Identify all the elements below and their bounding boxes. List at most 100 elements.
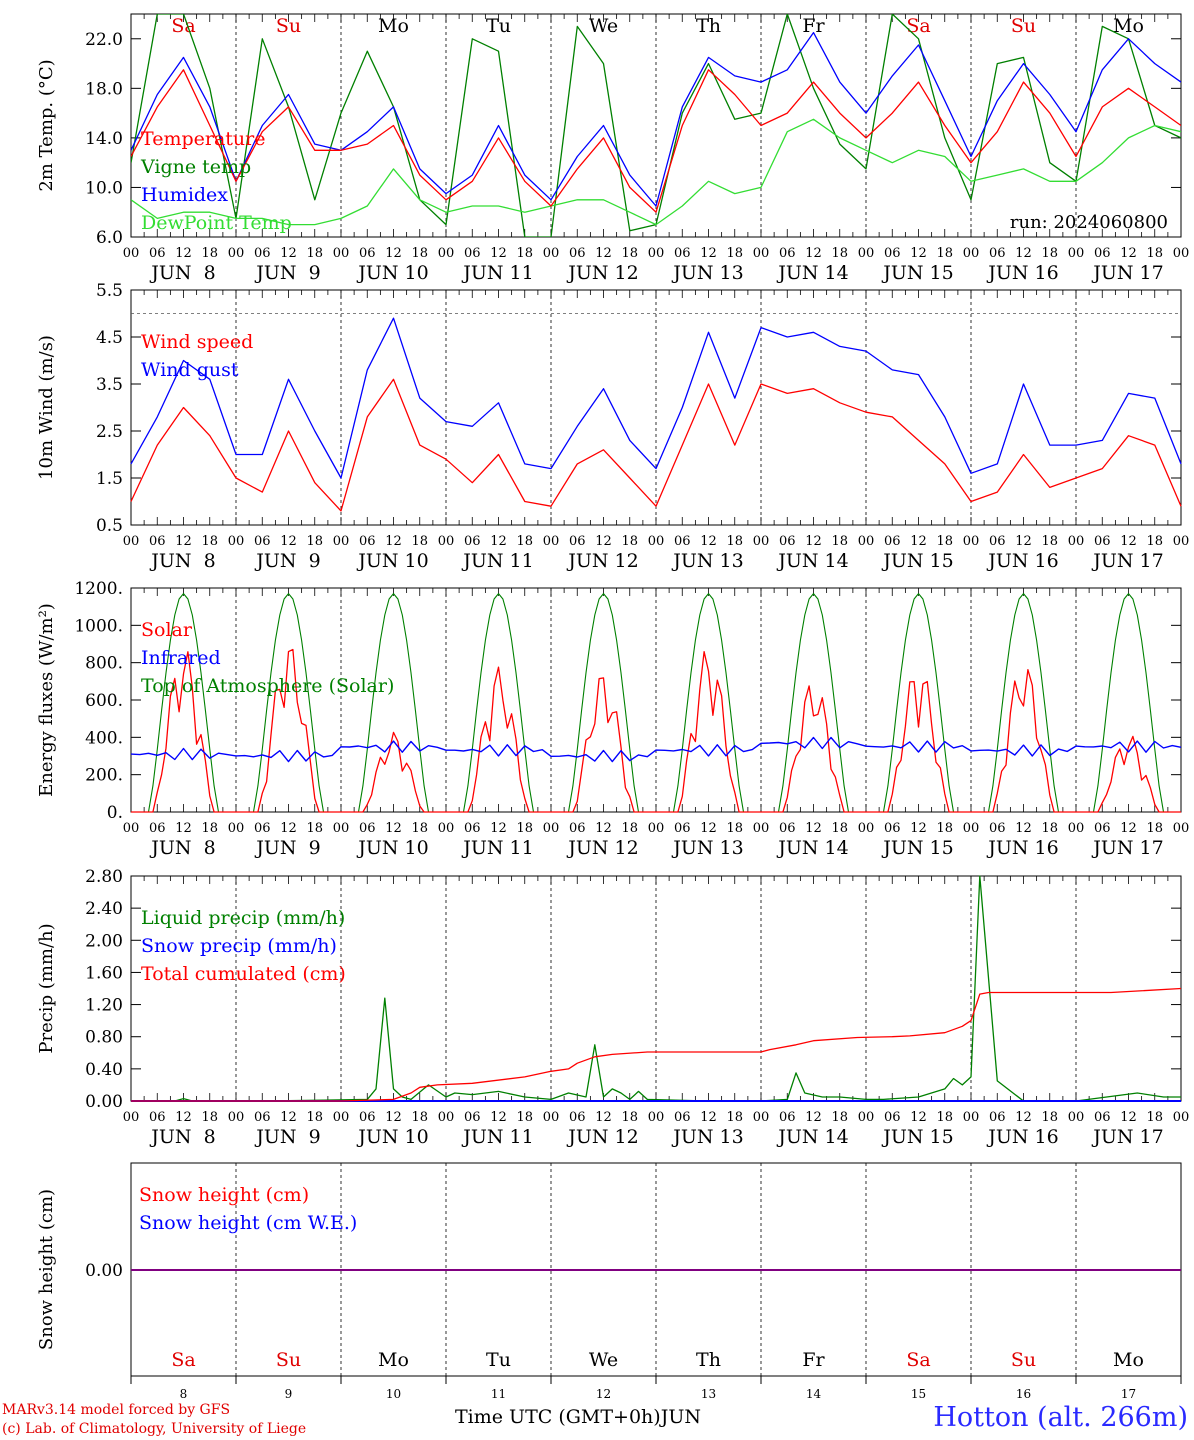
hour-tick-label: 12 <box>595 821 612 836</box>
hour-tick-label: 00 <box>1068 534 1085 549</box>
hour-tick-label: 00 <box>123 821 140 836</box>
y-axis-title: 10m Wind (m/s) <box>36 335 57 480</box>
hour-tick-label: 00 <box>333 1110 350 1125</box>
hour-tick-label: 12 <box>280 821 297 836</box>
hour-tick-label: 00 <box>858 246 875 261</box>
day-number-label: 16 <box>1016 1387 1031 1400</box>
weekday-label: Su <box>276 1349 301 1371</box>
legend-entry: Liquid precip (mm/h) <box>141 907 345 929</box>
legend-entry: Snow precip (mm/h) <box>141 935 337 957</box>
weekday-label: Fr <box>802 15 825 37</box>
hour-tick-label: 18 <box>1041 1110 1058 1125</box>
hour-tick-label: 18 <box>201 821 218 836</box>
hour-tick-label: 00 <box>858 534 875 549</box>
hour-tick-label: 18 <box>726 534 743 549</box>
hour-tick-label: 18 <box>621 821 638 836</box>
hour-tick-label: 18 <box>411 1110 428 1125</box>
hour-tick-label: 00 <box>438 1110 455 1125</box>
day-number-label: 15 <box>911 1387 926 1400</box>
day-number-label: 14 <box>806 1387 822 1400</box>
date-label: JUN 12 <box>566 550 638 572</box>
hour-tick-label: 18 <box>1041 534 1058 549</box>
hour-tick-label: 06 <box>359 821 376 836</box>
y-axis-title: Precip (mm/h) <box>36 923 57 1053</box>
hour-tick-label: 18 <box>726 246 743 261</box>
weekday-label: We <box>589 1349 618 1371</box>
date-label: JUN 16 <box>986 550 1058 572</box>
hour-tick-label: 00 <box>438 821 455 836</box>
time-axis-label: Time UTC (GMT+0h) <box>455 1406 661 1428</box>
series-line-solar <box>131 648 1181 813</box>
y-tick-label: 5.5 <box>96 281 123 301</box>
hour-tick-label: 18 <box>936 1110 953 1125</box>
hour-tick-label: 18 <box>411 246 428 261</box>
legend-entry: Temperature <box>141 128 265 150</box>
date-label: JUN 8 <box>149 262 215 284</box>
y-tick-label: 0.00 <box>85 1092 123 1112</box>
hour-tick-label: 06 <box>779 246 796 261</box>
hour-tick-label: 06 <box>674 1110 691 1125</box>
hour-tick-label: 06 <box>359 1110 376 1125</box>
hour-tick-label: 12 <box>175 1110 192 1125</box>
hour-tick-label: 12 <box>175 821 192 836</box>
hour-tick-label: 06 <box>464 1110 481 1125</box>
weekday-label: Mo <box>1113 15 1144 37</box>
hour-tick-label: 00 <box>1173 1110 1190 1125</box>
y-tick-label: 2.5 <box>96 422 123 442</box>
hour-tick-label: 12 <box>1120 821 1137 836</box>
date-label: JUN 17 <box>1091 262 1163 284</box>
hour-tick-label: 00 <box>333 821 350 836</box>
hour-tick-label: 06 <box>464 246 481 261</box>
date-label: JUN 16 <box>986 837 1058 859</box>
weekday-label: Su <box>1011 1349 1036 1371</box>
hour-tick-label: 12 <box>1015 246 1032 261</box>
hour-tick-label: 06 <box>359 534 376 549</box>
hour-tick-label: 12 <box>175 246 192 261</box>
hour-tick-label: 18 <box>936 821 953 836</box>
hour-tick-label: 00 <box>543 246 560 261</box>
date-label: JUN 9 <box>254 550 320 572</box>
hour-tick-label: 18 <box>936 534 953 549</box>
hour-tick-label: 06 <box>1094 246 1111 261</box>
hour-tick-label: 06 <box>1094 534 1111 549</box>
hour-tick-label: 18 <box>516 246 533 261</box>
date-label: JUN 14 <box>776 550 848 572</box>
hour-tick-label: 18 <box>306 821 323 836</box>
series-line-liquid-precip-mm-h- <box>131 875 1181 1102</box>
hour-tick-label: 00 <box>438 246 455 261</box>
date-label: JUN 8 <box>149 550 215 572</box>
y-tick-label: 6.0 <box>96 228 123 248</box>
hour-tick-label: 12 <box>700 821 717 836</box>
day-number-label: 11 <box>491 1387 506 1400</box>
hour-tick-label: 06 <box>569 1110 586 1125</box>
hour-tick-label: 00 <box>543 534 560 549</box>
date-label: JUN 10 <box>356 550 428 572</box>
hour-tick-label: 06 <box>1094 821 1111 836</box>
hour-tick-label: 12 <box>910 534 927 549</box>
legend-entry: DewPoint Temp <box>141 212 292 234</box>
copyright-credit: (c) Lab. of Climatology, University of L… <box>2 1421 307 1437</box>
temp-lines <box>131 14 1181 237</box>
y-tick-label: 2.00 <box>85 931 123 951</box>
hour-tick-label: 12 <box>280 534 297 549</box>
weekday-label: Mo <box>1113 1349 1144 1371</box>
hour-tick-label: 06 <box>149 246 166 261</box>
hour-tick-label: 12 <box>910 821 927 836</box>
hour-tick-label: 12 <box>1015 534 1032 549</box>
y-axis-title: 2m Temp. (°C) <box>36 59 57 191</box>
hour-tick-label: 12 <box>1120 534 1137 549</box>
weekday-label: Su <box>1011 15 1036 37</box>
hour-tick-label: 06 <box>674 534 691 549</box>
hour-tick-label: 18 <box>621 534 638 549</box>
date-label: JUN 12 <box>566 1126 638 1148</box>
legend-entry: Total cumulated (cm) <box>141 963 346 985</box>
hour-tick-label: 18 <box>1146 534 1163 549</box>
panel-2: 00 06 12 18 00 06 12 18 00 06 12 18 00 06 12 18 00 06 12 18… <box>36 281 1189 572</box>
date-label: JUN 16 <box>986 262 1058 284</box>
hour-tick-label: 06 <box>464 821 481 836</box>
hour-tick-label: 06 <box>569 534 586 549</box>
hour-tick-label: 00 <box>963 534 980 549</box>
hour-tick-label: 12 <box>910 1110 927 1125</box>
hour-tick-label: 00 <box>123 534 140 549</box>
weekday-label: Sa <box>906 1349 930 1371</box>
